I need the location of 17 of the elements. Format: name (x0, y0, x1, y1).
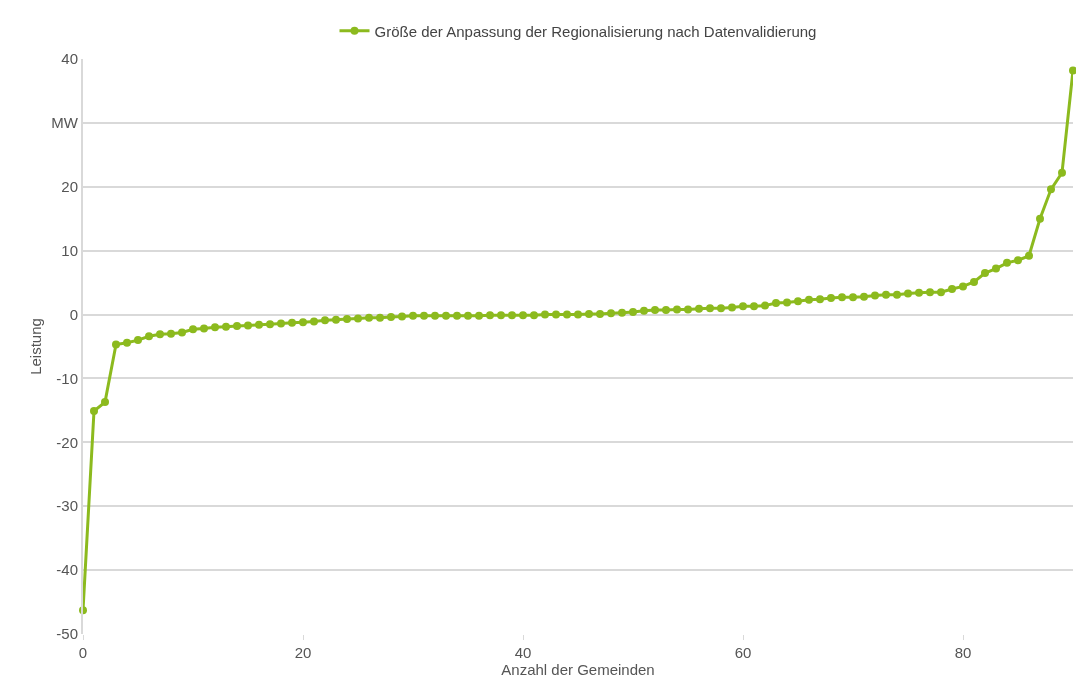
y-tick-label: -30 (56, 497, 78, 515)
x-tick-label: 40 (514, 644, 532, 661)
y-tick-label: -50 (56, 625, 78, 643)
x-tick-label: 60 (734, 644, 752, 661)
y-tick-label: 0 (69, 305, 78, 323)
y-tick-label: 20 (61, 178, 78, 196)
x-axis-title: Anzahl der Gemeinden (501, 661, 655, 678)
y-tick-label: 40 (61, 50, 78, 68)
y-tick-label: MW (51, 114, 79, 132)
y-tick-label: -10 (56, 369, 78, 387)
y-tick-label: -20 (56, 433, 78, 451)
legend-label: Größe der Anpassung der Regionalisierung nach Datenvalidierung (374, 22, 817, 40)
y-tick-label: -40 (56, 561, 78, 579)
x-tick-label: 20 (294, 644, 312, 661)
x-tick-label: 80 (954, 644, 972, 661)
y-tick-label: 10 (61, 241, 78, 259)
y-axis-title: Leistung (27, 318, 45, 375)
